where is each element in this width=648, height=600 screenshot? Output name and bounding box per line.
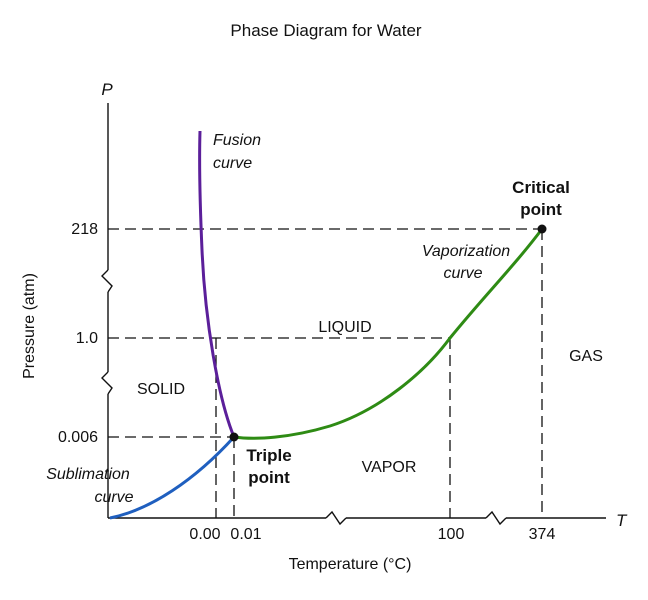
region-vapor: VAPOR: [362, 459, 417, 476]
sublimation-curve: [109, 435, 236, 520]
x-axis-label: Temperature (°C): [289, 556, 412, 573]
x-axis: [108, 510, 606, 526]
fusion-curve: [198, 130, 236, 438]
fusion-label-line2: curve: [213, 155, 252, 172]
y-tick-0.006: 0.006: [58, 429, 98, 446]
vaporization-label-line2: curve: [443, 265, 482, 282]
fusion-label-line1: Fusion: [213, 132, 261, 149]
y-tick-218: 218: [71, 221, 98, 238]
x-tick-374: 374: [529, 526, 556, 543]
region-gas: GAS: [569, 348, 603, 365]
critical-point-label-line1: Critical: [512, 178, 570, 197]
reference-lines: [108, 228, 543, 518]
y-axis-symbol: P: [101, 80, 113, 99]
triple-point-marker: [229, 432, 239, 442]
sublimation-label-line1: Sublimation: [46, 466, 130, 483]
triple-point-label-line2: point: [248, 468, 290, 487]
diagram-title: Phase Diagram for Water: [230, 21, 421, 40]
critical-point-marker: [537, 224, 547, 234]
x-axis-symbol: T: [616, 511, 628, 530]
region-solid: SOLID: [137, 381, 185, 398]
vaporization-curve: [233, 228, 544, 440]
triple-point-label-line1: Triple: [246, 446, 291, 465]
critical-point-label-line2: point: [520, 200, 562, 219]
y-axis: [101, 103, 113, 518]
x-tick-0.00: 0.00: [189, 526, 220, 543]
sublimation-label-line2: curve: [94, 489, 133, 506]
y-tick-1.0: 1.0: [76, 330, 98, 347]
vaporization-label-line1: Vaporization: [422, 243, 510, 260]
x-tick-100: 100: [438, 526, 465, 543]
y-axis-label: Pressure (atm): [21, 273, 38, 379]
region-liquid: LIQUID: [318, 319, 371, 336]
x-tick-0.01: 0.01: [230, 526, 261, 543]
